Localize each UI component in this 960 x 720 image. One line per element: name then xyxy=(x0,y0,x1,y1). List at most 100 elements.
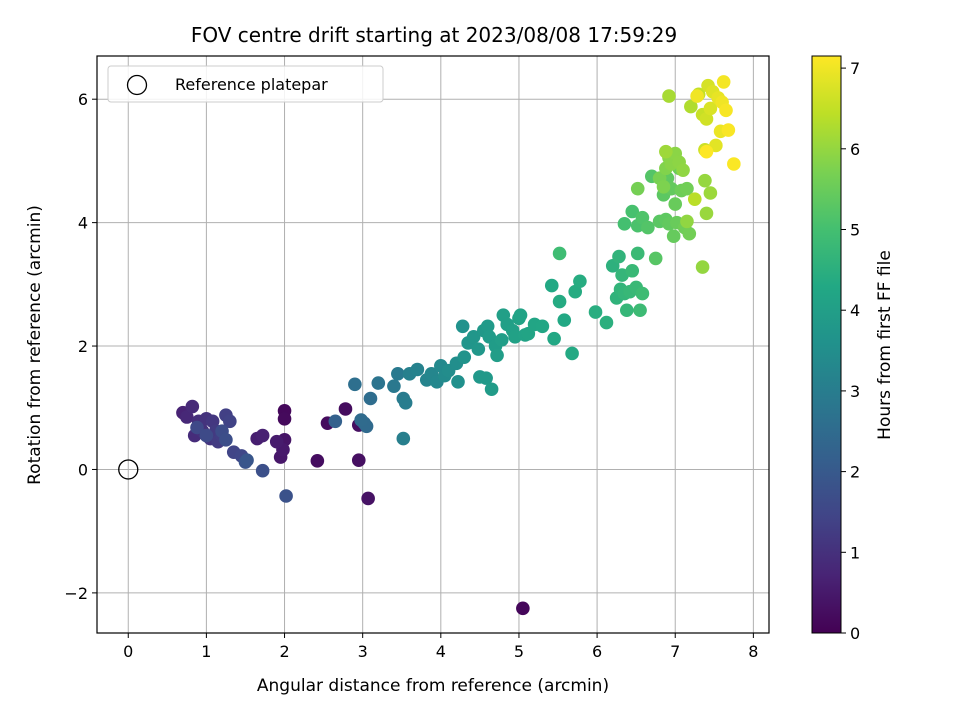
colorbar-ticks: 0 1 2 3 4 5 6 7 xyxy=(841,59,860,643)
data-point xyxy=(277,412,292,426)
data-point xyxy=(721,123,736,137)
plot-frame xyxy=(96,55,770,634)
chart-title: FOV centre drift starting at 2023/08/08 … xyxy=(191,23,677,47)
data-point xyxy=(659,144,673,159)
data-point xyxy=(684,99,698,114)
y-tick-label: 6 xyxy=(78,90,88,109)
data-point xyxy=(641,220,655,235)
x-tick-label: 7 xyxy=(670,642,680,661)
colorbar-tick-label: 3 xyxy=(850,382,860,401)
data-point xyxy=(391,367,405,381)
colorbar-tick-label: 6 xyxy=(850,140,860,159)
colorbar-tick-label: 5 xyxy=(850,221,860,240)
data-point xyxy=(240,453,254,468)
x-tick-label: 5 xyxy=(514,642,524,661)
data-point xyxy=(255,428,270,443)
y-axis-label: Rotation from reference (arcmin) xyxy=(25,205,45,485)
data-point xyxy=(648,251,663,266)
data-point xyxy=(682,226,697,241)
data-point xyxy=(719,103,733,118)
data-point xyxy=(185,399,200,414)
legend: Reference platepar xyxy=(107,65,384,103)
reference-marker xyxy=(118,459,139,480)
data-point xyxy=(479,371,493,385)
y-tick-label: 0 xyxy=(78,460,88,479)
y-tick-label: −2 xyxy=(64,584,88,603)
data-point xyxy=(396,431,411,446)
data-point xyxy=(699,144,714,159)
colorbar-tick-label: 0 xyxy=(850,624,860,643)
data-point xyxy=(565,346,579,361)
data-point xyxy=(656,180,671,194)
data-point xyxy=(612,249,626,264)
data-point xyxy=(666,229,681,243)
data-point xyxy=(480,319,495,334)
data-point xyxy=(310,454,325,468)
colorbar-tick-label: 1 xyxy=(850,543,860,562)
x-tick-label: 4 xyxy=(436,642,446,661)
x-tick-label: 3 xyxy=(358,642,368,661)
data-point xyxy=(361,491,375,506)
x-tick-label: 2 xyxy=(279,642,289,661)
data-point xyxy=(455,319,470,334)
data-point xyxy=(699,206,714,221)
data-point xyxy=(727,157,741,171)
data-point xyxy=(695,260,710,274)
x-tick-label: 6 xyxy=(592,642,602,661)
data-point xyxy=(199,428,214,443)
data-point xyxy=(676,163,690,177)
data-point xyxy=(354,413,368,427)
data-point xyxy=(680,181,694,196)
data-point xyxy=(615,268,629,282)
data-point xyxy=(552,246,567,261)
legend-marker-open-circle xyxy=(126,74,148,96)
data-point xyxy=(625,263,640,278)
data-point xyxy=(630,181,645,196)
data-point xyxy=(351,453,366,468)
data-point xyxy=(662,89,676,103)
data-point xyxy=(573,274,587,289)
y-tick-label: 2 xyxy=(78,337,88,356)
data-point xyxy=(398,396,413,410)
data-point xyxy=(410,362,425,377)
data-point xyxy=(190,420,204,435)
plot-area: 0 1 2 3 4 5 6 7 8 −2 0 2 4 6 xyxy=(64,55,770,661)
data-point xyxy=(680,214,694,229)
data-point xyxy=(552,294,567,309)
data-point xyxy=(513,308,528,322)
x-tick-label: 0 xyxy=(123,642,133,661)
data-point xyxy=(698,173,712,188)
colorbar-tick-label: 7 xyxy=(850,59,860,78)
data-point xyxy=(490,348,504,363)
data-point xyxy=(508,329,522,344)
data-point xyxy=(328,414,343,429)
data-point xyxy=(223,414,237,429)
data-point xyxy=(703,186,718,200)
data-point xyxy=(516,601,530,616)
data-point xyxy=(371,376,386,390)
data-point xyxy=(494,333,509,347)
data-point xyxy=(690,89,704,103)
x-tick-label: 1 xyxy=(201,642,211,661)
reference-point xyxy=(118,459,139,480)
data-point xyxy=(387,379,401,393)
data-point xyxy=(547,331,561,346)
colorbar-tick-label: 2 xyxy=(850,463,860,482)
data-point xyxy=(635,286,650,301)
colorbar: 0 1 2 3 4 5 6 7 Hours from first FF file xyxy=(811,55,895,643)
data-point xyxy=(484,382,499,397)
data-point xyxy=(625,204,640,219)
data-point xyxy=(535,319,550,334)
data-point xyxy=(180,410,194,424)
x-tick-label: 8 xyxy=(748,642,758,661)
data-point xyxy=(338,402,353,416)
y-tick-label: 4 xyxy=(78,214,88,233)
colorbar-gradient xyxy=(811,55,842,634)
data-point xyxy=(457,350,472,364)
data-point xyxy=(557,313,572,327)
data-point xyxy=(699,112,714,126)
data-point xyxy=(568,284,583,299)
data-point xyxy=(255,463,270,478)
x-axis-label: Angular distance from reference (arcmin) xyxy=(257,676,609,696)
